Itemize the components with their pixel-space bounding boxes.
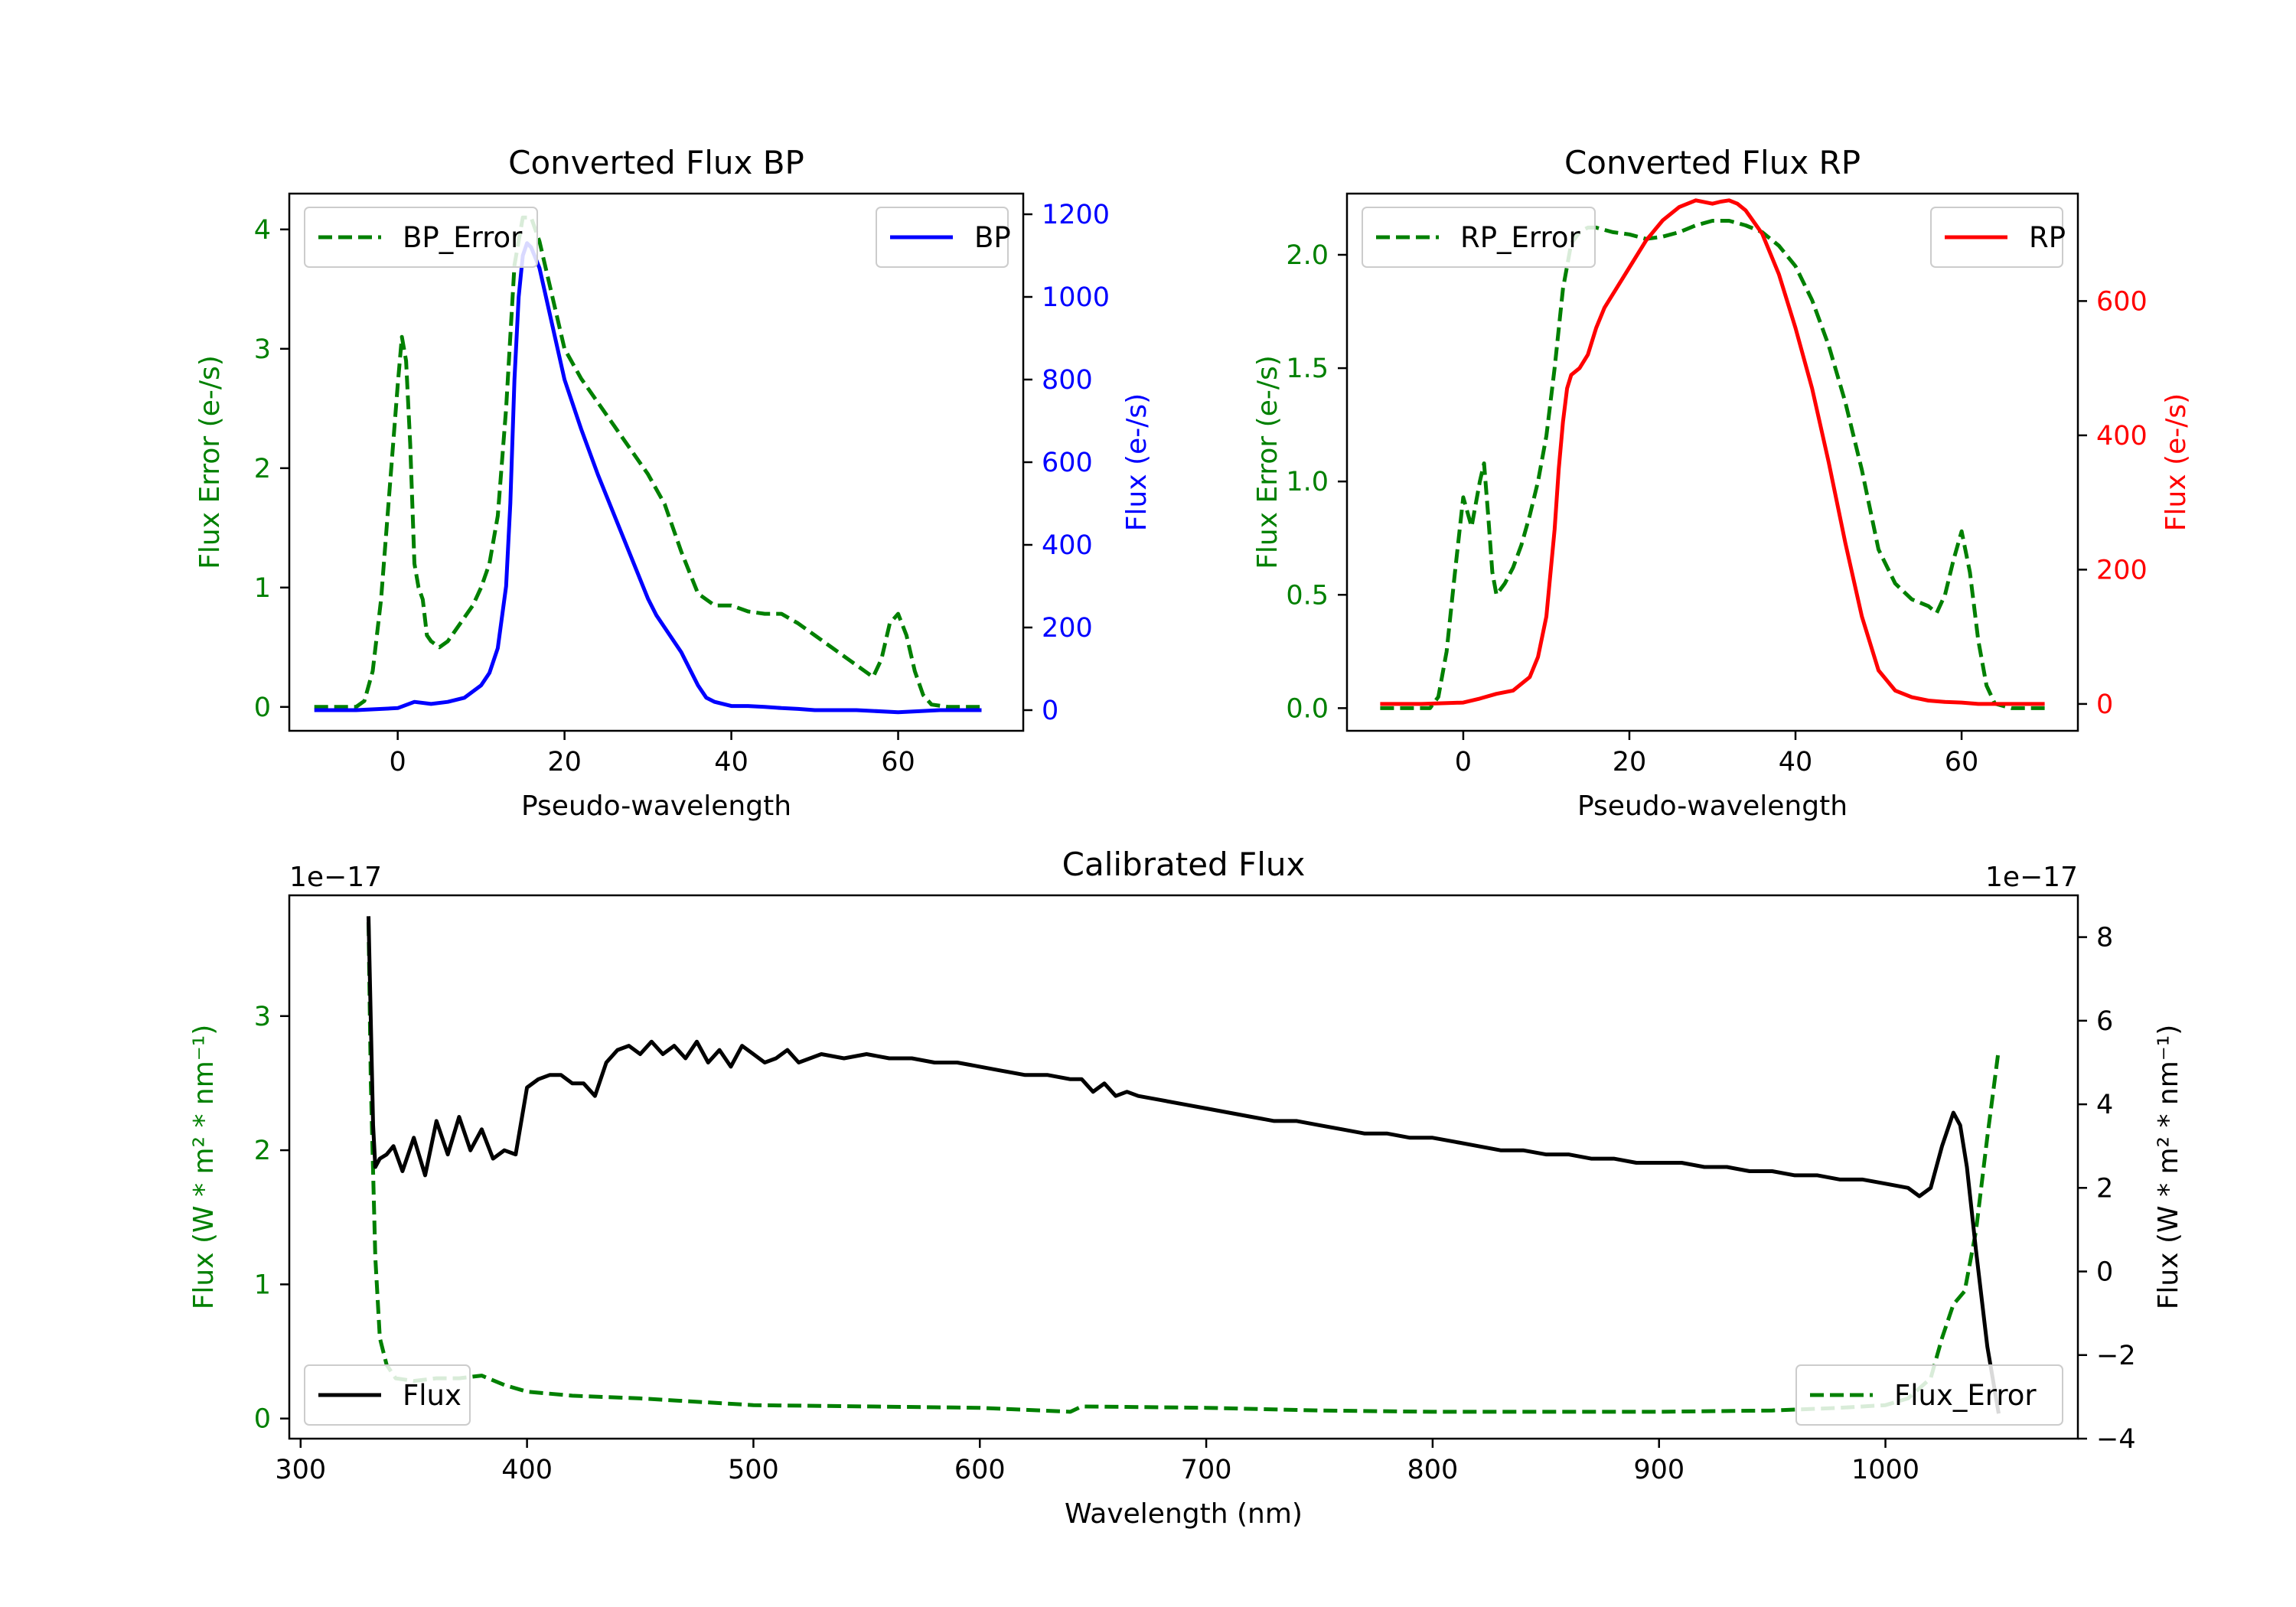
y-right-tick-label: 400	[1042, 530, 1093, 561]
x-tick-label: 600	[954, 1455, 1006, 1485]
legend-flux-error: Flux_Error	[1795, 1364, 2063, 1426]
y-left-tick-label: 3	[254, 1002, 271, 1032]
y-right-tick-label: 0	[2096, 689, 2113, 720]
y-right-tick-label: 1000	[1042, 282, 1110, 313]
legend-box	[304, 1364, 471, 1426]
legend-box	[1795, 1364, 2063, 1426]
y-left-tick-label: 1.5	[1286, 354, 1329, 384]
chart-rp: Converted Flux RP 0 20 40 60 Pseudo-wavelengt…	[1252, 144, 2192, 822]
y-left-tick-label: 3	[254, 334, 271, 365]
y-right-tick-label: 2	[2096, 1173, 2113, 1204]
y-right-tick-label: −4	[2096, 1424, 2136, 1455]
x-tick-label: 20	[1613, 747, 1647, 777]
y-right-tick-label: −2	[2096, 1341, 2136, 1371]
y-right-tick-label: 6	[2096, 1006, 2113, 1037]
y-right-tick-label: 0	[2096, 1257, 2113, 1288]
chart-title: Converted Flux RP	[1564, 144, 1861, 181]
series-line-flux-error	[367, 922, 2001, 1414]
legend-bp: BP	[876, 207, 1011, 268]
y-left-tick-label: 2	[254, 1136, 271, 1166]
y-left-tick-label: 0	[254, 693, 271, 723]
x-tick-label: 40	[714, 747, 748, 777]
legend-label: Flux	[403, 1379, 461, 1412]
y-right-tick-label: 800	[1042, 365, 1093, 396]
legend-label: BP	[974, 221, 1011, 254]
legend-rp: RP	[1930, 207, 2066, 268]
y-right-tick-label: 200	[1042, 613, 1093, 644]
chart-title: Converted Flux BP	[508, 144, 804, 181]
x-tick-label: 20	[547, 747, 582, 777]
y-left-tick-label: 0	[254, 1404, 271, 1435]
y-left-tick-label: 2.0	[1286, 240, 1329, 271]
y-right-tick-label: 4	[2096, 1090, 2113, 1120]
legend-box	[304, 207, 538, 268]
legend-box	[1362, 207, 1596, 268]
x-axis-label: Pseudo-wavelength	[521, 790, 791, 822]
legend-label: Flux_Error	[1894, 1379, 2037, 1412]
y-left-tick-label: 2	[254, 454, 271, 484]
series-line-bp-error	[314, 215, 982, 709]
y-right-axis-label: Flux (e-/s)	[2161, 393, 2192, 531]
x-tick-label: 400	[501, 1455, 553, 1485]
series-line-bp	[314, 241, 982, 715]
y-right-axis-label: Flux (W * m² * nm⁻¹)	[2153, 1025, 2184, 1310]
legend-label: BP_Error	[403, 221, 523, 254]
legend-bp-error: BP_Error	[304, 207, 538, 268]
x-tick-label: 0	[1455, 747, 1472, 777]
y-left-tick-label: 0.0	[1286, 693, 1329, 724]
chart-title: Calibrated Flux	[1062, 846, 1306, 883]
y-left-tick-label: 1.0	[1286, 467, 1329, 497]
y-right-tick-label: 200	[2096, 555, 2148, 585]
plot-frame	[288, 894, 2079, 1440]
y-left-offset-label: 1e−17	[289, 862, 382, 893]
chart-bp: Converted Flux BP0 20 40 60Pseudo-wavelengt…	[194, 144, 1153, 822]
x-tick-label: 60	[1945, 747, 1979, 777]
series-line-flux	[367, 916, 2001, 1414]
series-line-rp	[1380, 198, 2045, 706]
legend-rp-error: RP_Error	[1362, 207, 1596, 268]
y-right-offset-label: 1e−17	[1985, 862, 2078, 893]
y-right-tick-label: 0	[1042, 696, 1058, 726]
x-tick-label: 300	[275, 1455, 326, 1485]
legend-flux: Flux	[304, 1364, 471, 1426]
y-left-axis-label: Flux Error (e-/s)	[1252, 355, 1283, 569]
x-tick-label: 40	[1779, 747, 1813, 777]
y-left-tick-label: 4	[254, 215, 271, 246]
x-tick-label: 800	[1407, 1455, 1458, 1485]
x-tick-label: 900	[1633, 1455, 1684, 1485]
y-left-axis-label: Flux Error (e-/s)	[194, 355, 226, 569]
plot-frame	[1345, 192, 2079, 732]
legend-label: RP_Error	[1460, 221, 1580, 254]
x-tick-label: 700	[1181, 1455, 1232, 1485]
y-right-tick-label: 400	[2096, 421, 2148, 451]
y-right-tick-label: 8	[2096, 923, 2113, 953]
y-left-tick-label: 1	[254, 1270, 271, 1300]
x-tick-label: 500	[728, 1455, 779, 1485]
plot-frame	[288, 192, 1025, 732]
x-tick-label: 60	[881, 747, 915, 777]
y-left-tick-label: 1	[254, 573, 271, 604]
x-axis-label: Wavelength (nm)	[1065, 1498, 1303, 1530]
y-right-tick-label: 1200	[1042, 200, 1110, 230]
y-left-tick-label: 0.5	[1286, 580, 1329, 611]
series-line-rp-error	[1380, 219, 2045, 710]
y-right-tick-label: 600	[1042, 448, 1093, 478]
y-right-axis-label: Flux (e-/s)	[1121, 393, 1153, 531]
x-tick-label: 0	[390, 747, 406, 777]
y-left-axis-label: Flux (W * m² * nm⁻¹)	[188, 1025, 220, 1310]
x-axis-label: Pseudo-wavelength	[1577, 790, 1848, 822]
x-tick-label: 1000	[1851, 1455, 1919, 1485]
legend-label: RP	[2029, 221, 2066, 254]
y-right-tick-label: 600	[2096, 286, 2148, 317]
